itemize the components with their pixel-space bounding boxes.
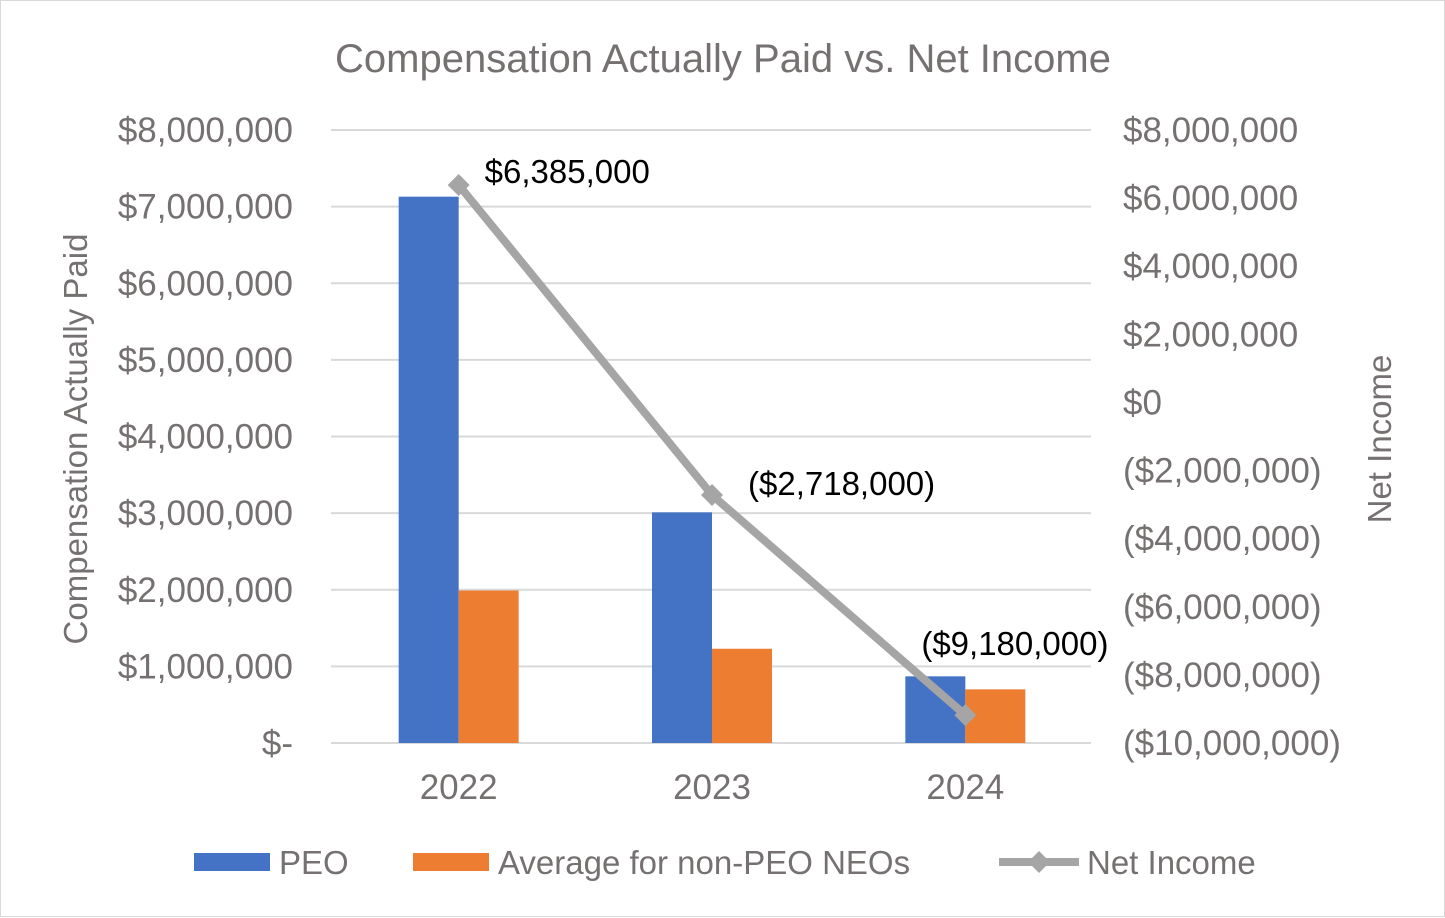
left-axis-title: Compensation Actually Paid bbox=[57, 234, 94, 645]
right-tick-label: $6,000,000 bbox=[1123, 179, 1298, 218]
net-income-data-label: ($2,718,000) bbox=[748, 465, 935, 502]
legend-label-non-peo: Average for non-PEO NEOs bbox=[498, 844, 910, 881]
net-income-data-label: ($9,180,000) bbox=[921, 625, 1108, 662]
line-series bbox=[447, 173, 977, 727]
bar-series bbox=[398, 196, 1026, 743]
right-axis-title: Net Income bbox=[1361, 355, 1398, 524]
right-tick-label: $8,000,000 bbox=[1123, 111, 1298, 150]
data-labels: $6,385,000 ($2,718,000) ($9,180,000) bbox=[485, 153, 1109, 662]
net-income-marker bbox=[954, 704, 977, 727]
right-tick-label: $2,000,000 bbox=[1123, 315, 1298, 354]
x-tick-label: 2023 bbox=[673, 768, 751, 807]
right-tick-label: ($4,000,000) bbox=[1123, 520, 1321, 559]
left-tick-label: $8,000,000 bbox=[118, 111, 293, 150]
x-axis-ticks: 2022 2023 2024 bbox=[420, 768, 1005, 807]
right-axis-ticks: ($10,000,000) ($8,000,000) ($6,000,000) ($4… bbox=[1123, 111, 1341, 763]
right-tick-label: ($6,000,000) bbox=[1123, 588, 1321, 627]
legend-label-net-income: Net Income bbox=[1087, 844, 1256, 881]
bar-non-peo-neo-2022 bbox=[458, 590, 519, 743]
legend: PEO Average for non-PEO NEOs Net Income bbox=[194, 844, 1256, 881]
chart-title: Compensation Actually Paid vs. Net Incom… bbox=[335, 37, 1111, 81]
left-tick-label: $4,000,000 bbox=[118, 418, 293, 457]
bar-non-peo-neo-2024 bbox=[965, 689, 1026, 743]
legend-swatch-peo bbox=[194, 853, 270, 871]
bar-peo-2022 bbox=[398, 196, 459, 743]
legend-label-peo: PEO bbox=[279, 844, 349, 881]
left-tick-label: $1,000,000 bbox=[118, 647, 293, 686]
x-tick-label: 2022 bbox=[420, 768, 498, 807]
bar-non-peo-neo-2023 bbox=[712, 648, 772, 743]
net-income-marker bbox=[701, 484, 723, 507]
left-tick-label: $2,000,000 bbox=[118, 571, 293, 610]
left-tick-label: $6,000,000 bbox=[118, 264, 293, 303]
right-tick-label: ($8,000,000) bbox=[1123, 656, 1321, 695]
net-income-data-label: $6,385,000 bbox=[485, 153, 650, 190]
left-tick-label: $7,000,000 bbox=[118, 188, 293, 227]
right-tick-label: $4,000,000 bbox=[1123, 247, 1298, 286]
x-tick-label: 2024 bbox=[926, 768, 1004, 807]
right-tick-label: ($10,000,000) bbox=[1123, 724, 1341, 763]
left-tick-label: $- bbox=[262, 724, 293, 763]
legend-marker-net-income bbox=[1028, 851, 1050, 873]
right-tick-label: $0 bbox=[1123, 383, 1162, 422]
net-income-marker bbox=[447, 173, 470, 196]
legend-swatch-non-peo bbox=[413, 853, 489, 871]
left-axis-ticks: $- $1,000,000 $2,000,000 $3,000,000 $4,000,0… bbox=[118, 111, 293, 763]
right-tick-label: ($2,000,000) bbox=[1123, 452, 1321, 491]
bar-peo-2023 bbox=[652, 512, 712, 743]
left-tick-label: $3,000,000 bbox=[118, 494, 293, 533]
left-tick-label: $5,000,000 bbox=[118, 341, 293, 380]
